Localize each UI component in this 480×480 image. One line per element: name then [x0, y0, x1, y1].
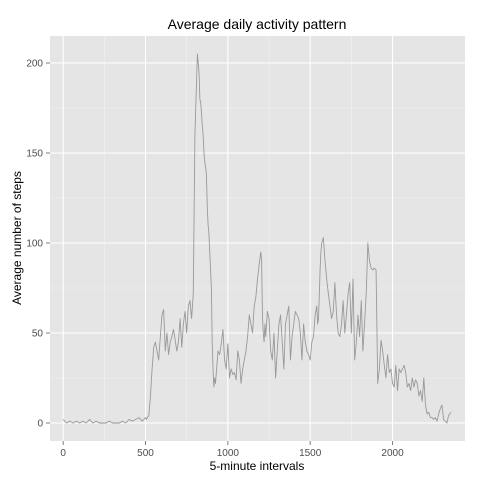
- x-axis-ticks: 0 500 1000 1500 2000: [60, 441, 404, 459]
- y-tick-label: 50: [32, 329, 44, 340]
- y-tick-label: 150: [26, 149, 43, 160]
- y-tick-label: 200: [26, 59, 43, 70]
- major-gridlines: [50, 36, 465, 441]
- minor-gridlines: [50, 36, 465, 441]
- x-axis-title: 5-minute intervals: [210, 459, 305, 473]
- x-tick-label: 1500: [299, 448, 322, 459]
- y-axis-ticks: 0 50 100 150 200: [26, 59, 50, 430]
- chart-title: Average daily activity pattern: [168, 16, 347, 32]
- y-tick-label: 100: [26, 239, 43, 250]
- series-layer: [62, 53, 452, 424]
- series-line-steps: [62, 53, 452, 424]
- y-tick-label: 0: [37, 419, 43, 430]
- x-tick-label: 1000: [217, 448, 240, 459]
- x-tick-label: 500: [137, 448, 154, 459]
- x-tick-label: 0: [60, 448, 66, 459]
- x-tick-label: 2000: [381, 448, 404, 459]
- y-axis-title: Average number of steps: [10, 171, 24, 305]
- plot-panel: [50, 36, 465, 441]
